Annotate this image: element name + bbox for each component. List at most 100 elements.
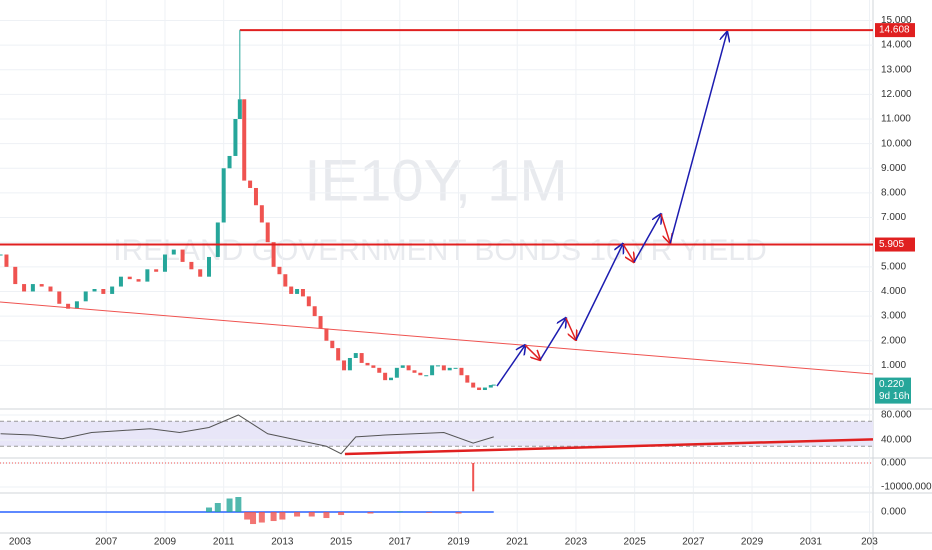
x-tick-label: 2015 xyxy=(330,537,353,548)
projection-arrow xyxy=(524,344,540,360)
y-tick-label: 13.000 xyxy=(881,64,912,75)
macd-bar xyxy=(338,512,345,516)
volume-bar xyxy=(472,462,475,492)
candle-body xyxy=(430,365,435,376)
candle-body xyxy=(189,261,194,270)
candle-body xyxy=(0,254,3,256)
x-tick-label: 2019 xyxy=(447,537,470,548)
macd-bar xyxy=(279,512,286,520)
projection-arrow xyxy=(575,244,623,341)
candle-body xyxy=(400,365,405,368)
y-tick-label: 12.000 xyxy=(881,89,912,100)
candle-body xyxy=(477,387,482,391)
candle-body xyxy=(412,370,417,373)
candle-body xyxy=(330,340,335,349)
candle-body xyxy=(171,249,176,255)
candle-body xyxy=(482,387,487,391)
candle-body xyxy=(259,205,264,223)
candle-body xyxy=(406,365,411,371)
countdown: 9d 16h xyxy=(879,391,910,402)
y-tick-label: 7.000 xyxy=(881,212,906,223)
candle-body xyxy=(145,269,150,282)
price-label-box xyxy=(875,23,915,38)
x-tick-label: 2021 xyxy=(506,537,529,548)
macd-bar xyxy=(426,512,433,513)
candle-body xyxy=(383,372,388,381)
candle-body xyxy=(127,276,132,280)
y-tick-label: 0.000 xyxy=(881,458,906,469)
candle-body xyxy=(215,222,220,257)
rsi-trendline xyxy=(344,438,874,456)
watermark-description: IRELAND GOVERNMENT BONDS 10 YR YIELD xyxy=(113,234,767,267)
candle-body xyxy=(101,289,106,294)
candle-body xyxy=(441,365,446,371)
candle-body xyxy=(365,362,370,366)
candle-body xyxy=(83,291,88,302)
x-tick-label: 2009 xyxy=(154,537,177,548)
macd-bar xyxy=(294,512,301,517)
projection-arrow xyxy=(539,318,566,361)
candle-body xyxy=(389,377,394,381)
candle-body xyxy=(471,382,476,388)
candle-body xyxy=(347,357,352,371)
trendline xyxy=(0,301,874,375)
candle-body xyxy=(359,353,364,363)
macd-bar xyxy=(250,512,257,525)
candle-body xyxy=(459,367,464,376)
candle-body xyxy=(394,367,399,378)
candle-body xyxy=(491,384,496,386)
candle-body xyxy=(488,385,493,388)
macd-bar xyxy=(323,512,330,519)
last-price-label: 0.220 xyxy=(879,379,904,390)
candle-body xyxy=(136,279,141,282)
x-tick-label: 2031 xyxy=(800,537,823,548)
candle-body xyxy=(283,274,288,287)
rsi-line xyxy=(0,414,494,455)
price-label: 14.608 xyxy=(879,25,910,36)
candle-body xyxy=(66,303,71,309)
candle-body xyxy=(342,360,347,371)
y-tick-label: -10000.000 xyxy=(881,482,932,493)
candle-body xyxy=(162,254,167,272)
candle-body xyxy=(13,266,18,285)
y-tick-label: 15.000 xyxy=(881,15,912,26)
y-tick-label: 3.000 xyxy=(881,311,906,322)
x-tick-label: 2017 xyxy=(389,537,412,548)
macd-bar xyxy=(455,512,462,514)
y-tick-label: 4.000 xyxy=(881,286,906,297)
y-tick-label: 80.000 xyxy=(881,410,912,421)
candle-body xyxy=(306,296,311,307)
candle-body xyxy=(39,284,44,287)
candle-body xyxy=(318,316,323,329)
candle-body xyxy=(227,155,232,169)
x-tick-label: 2011 xyxy=(213,537,235,548)
x-tick-label: 2029 xyxy=(741,537,764,548)
candle-body xyxy=(353,353,358,358)
y-tick-label: 0.000 xyxy=(881,507,906,518)
candle-body xyxy=(300,289,305,297)
x-tick-label: 2025 xyxy=(624,537,647,548)
candle-body xyxy=(465,375,470,383)
candle-body xyxy=(424,375,429,377)
last-price-box xyxy=(875,377,911,404)
macd-bar xyxy=(308,512,315,517)
candle-body xyxy=(22,284,27,292)
candle-body xyxy=(418,372,423,376)
y-tick-label: 14.000 xyxy=(881,40,912,51)
candle-body xyxy=(110,286,115,294)
projection-arrow xyxy=(565,317,576,340)
candle-body xyxy=(324,328,329,341)
macd-bar xyxy=(270,512,277,522)
candle-body xyxy=(198,269,203,277)
projection-arrow xyxy=(669,32,727,244)
candle-body xyxy=(242,99,247,181)
price-label: 5.905 xyxy=(879,239,904,250)
x-tick-label: 2013 xyxy=(271,537,294,548)
x-tick-label: 2003 xyxy=(9,537,32,548)
candle-body xyxy=(74,301,79,309)
candle-body xyxy=(453,367,458,369)
projection-arrow xyxy=(496,345,525,387)
candle-body xyxy=(4,254,9,267)
y-tick-label: 8.000 xyxy=(881,188,906,199)
macd-bar xyxy=(258,512,265,523)
